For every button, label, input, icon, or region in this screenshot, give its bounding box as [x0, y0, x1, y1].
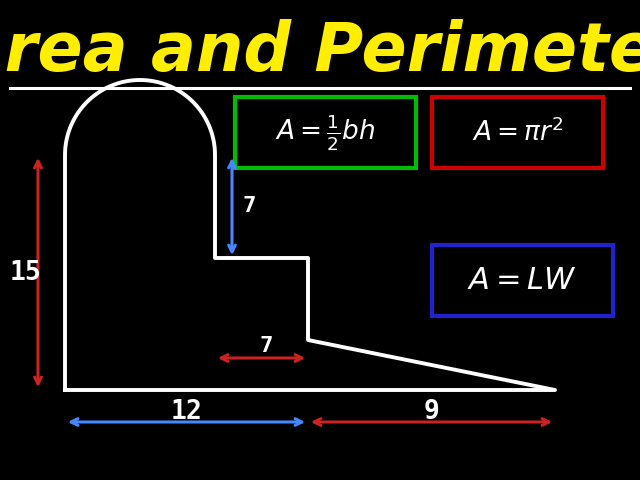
Text: $A = \frac{1}{2}bh$: $A = \frac{1}{2}bh$: [275, 112, 376, 153]
FancyBboxPatch shape: [235, 97, 416, 168]
FancyBboxPatch shape: [432, 97, 603, 168]
FancyBboxPatch shape: [432, 245, 613, 316]
Text: 12: 12: [171, 399, 202, 425]
Text: 15: 15: [9, 260, 41, 286]
Text: $A = \pi r^2$: $A = \pi r^2$: [472, 118, 563, 147]
Text: 7: 7: [243, 196, 257, 216]
Text: $A = LW$: $A = LW$: [467, 266, 577, 295]
Text: 9: 9: [424, 399, 440, 425]
Text: Area and Perimeter: Area and Perimeter: [0, 19, 640, 85]
Text: 7: 7: [260, 336, 273, 356]
